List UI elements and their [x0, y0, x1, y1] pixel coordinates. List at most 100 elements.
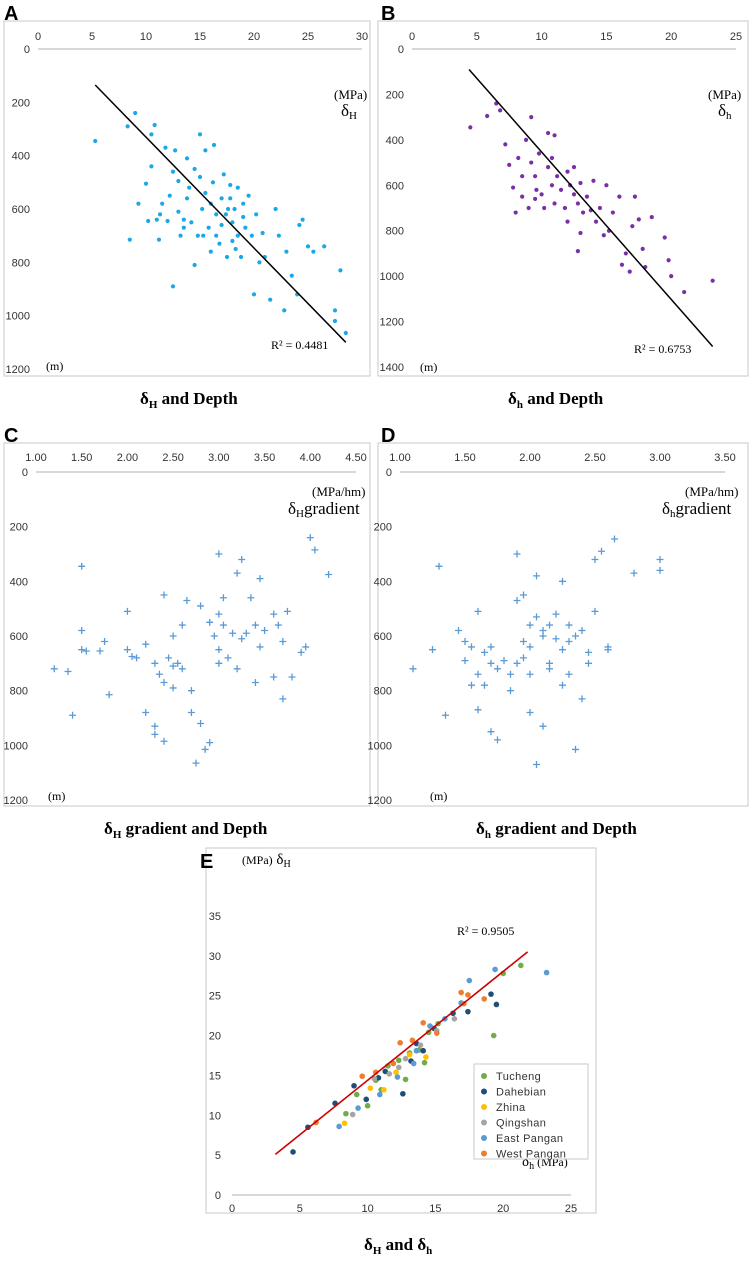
- data-point: [611, 535, 618, 543]
- x-tick-label: 25: [565, 1203, 577, 1215]
- data-point: [649, 214, 654, 220]
- data-point-east-pangan: [377, 1091, 383, 1098]
- data-point: [96, 647, 104, 655]
- data-point: [257, 260, 262, 265]
- data-point: [562, 205, 568, 211]
- data-point: [170, 284, 176, 289]
- x-tick-label: 1.50: [71, 452, 92, 464]
- panel-b-y-ticks: 0 200 400 600 800 1000 1200 1400: [380, 44, 404, 374]
- data-point-zhina: [381, 1086, 387, 1093]
- panel-b-unit: (MPa): [708, 87, 741, 102]
- data-point: [219, 222, 224, 228]
- x-tick-label: 2.00: [519, 452, 540, 464]
- x-tick-label: 3.50: [714, 452, 735, 464]
- data-point: [559, 681, 566, 689]
- data-point-west-pangan: [420, 1020, 426, 1026]
- data-point: [526, 643, 534, 651]
- data-point: [283, 607, 291, 615]
- x-tick-label: 25: [730, 31, 742, 43]
- data-point: [235, 233, 240, 238]
- data-point: [575, 249, 580, 254]
- data-point: [435, 562, 443, 570]
- data-point: [507, 162, 512, 167]
- data-point: [249, 233, 254, 238]
- data-point: [578, 180, 583, 186]
- data-point: [181, 217, 186, 222]
- legend-label: West Pangan: [496, 1149, 566, 1161]
- data-point: [251, 292, 257, 297]
- data-point: [178, 665, 186, 673]
- data-point: [105, 691, 113, 699]
- x-tick-label: 2.50: [584, 452, 605, 464]
- data-point: [468, 681, 475, 689]
- data-point-zhina: [393, 1069, 399, 1076]
- data-point: [617, 194, 622, 199]
- data-point: [160, 737, 168, 745]
- data-point: [78, 627, 86, 635]
- data-point: [572, 632, 579, 640]
- data-point-dahebian: [400, 1090, 406, 1097]
- x-tick-label: 30: [356, 31, 368, 43]
- y-tick-label: 0: [398, 44, 404, 56]
- data-point: [507, 687, 514, 695]
- data-point: [143, 181, 149, 186]
- data-point: [487, 728, 495, 736]
- data-point: [178, 233, 183, 238]
- data-point: [338, 268, 343, 273]
- data-point-qingshan: [395, 1064, 402, 1071]
- x-tick-label: 0: [229, 1203, 235, 1215]
- data-point: [533, 572, 540, 580]
- legend-label: East Pangan: [496, 1133, 563, 1145]
- y-tick-label: 0: [22, 467, 28, 479]
- x-tick-label: 3.50: [254, 452, 275, 464]
- data-point: [215, 646, 223, 654]
- panel-d-quantity-label: δhgradient: [662, 499, 731, 520]
- x-tick-label: 1.50: [454, 452, 475, 464]
- y-tick-label: 200: [10, 522, 28, 534]
- data-point: [516, 155, 521, 161]
- data-point: [546, 621, 553, 629]
- data-point: [572, 745, 579, 753]
- data-point: [559, 646, 566, 654]
- x-tick-label: 20: [665, 31, 677, 43]
- data-point: [520, 194, 525, 199]
- y-tick-label: 600: [386, 180, 404, 192]
- data-point: [513, 550, 521, 558]
- data-point: [247, 594, 255, 602]
- data-point: [311, 546, 319, 554]
- data-point: [640, 246, 645, 251]
- panel-d-points: [409, 535, 664, 768]
- data-point: [223, 212, 229, 217]
- data-point: [565, 621, 573, 629]
- data-point: [206, 225, 211, 230]
- data-point: [270, 673, 278, 681]
- data-point: [565, 670, 573, 678]
- data-point: [214, 212, 219, 217]
- y-tick-label: 1200: [6, 364, 30, 376]
- legend-marker: [481, 1119, 487, 1126]
- data-point: [136, 201, 141, 206]
- data-point: [151, 722, 159, 730]
- x-tick-label: 5: [89, 31, 95, 43]
- data-point: [192, 759, 200, 767]
- y-tick-label: 400: [386, 135, 404, 147]
- data-point: [302, 643, 310, 651]
- data-point: [169, 632, 177, 640]
- data-point: [214, 233, 219, 238]
- data-point: [510, 185, 516, 190]
- panel-c-points: [50, 534, 333, 767]
- data-point-west-pangan: [397, 1039, 403, 1046]
- data-point: [487, 659, 495, 667]
- data-point: [274, 621, 282, 629]
- data-point: [151, 659, 159, 667]
- panel-e-frame: [205, 847, 597, 1214]
- data-point: [533, 613, 540, 621]
- data-point: [241, 201, 246, 206]
- data-point: [149, 132, 154, 137]
- panel-c-y-unit: (m): [48, 789, 65, 803]
- data-point-west-pangan: [409, 1037, 416, 1044]
- data-point: [233, 246, 238, 252]
- data-point: [545, 165, 551, 170]
- data-point: [256, 643, 264, 651]
